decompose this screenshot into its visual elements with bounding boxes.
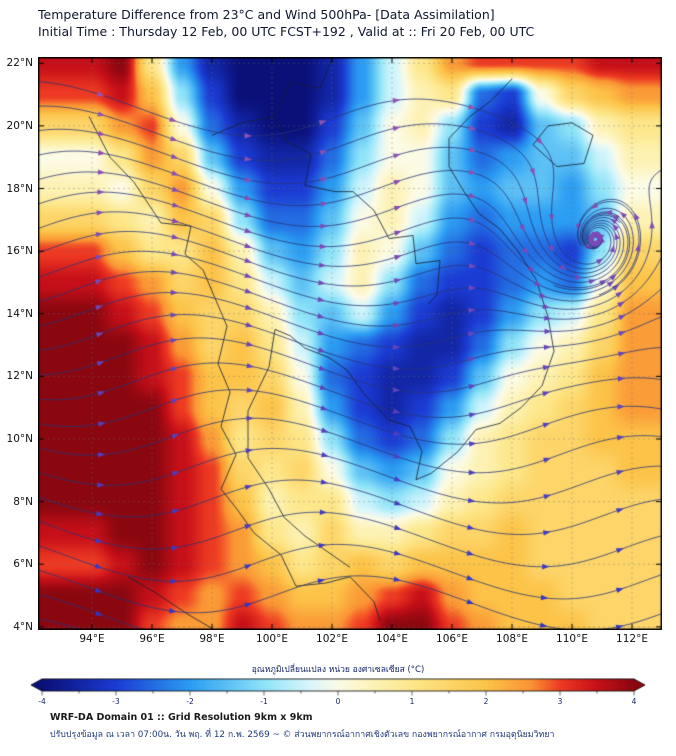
x-tick-label: 94°E bbox=[79, 633, 105, 645]
chart-footer: WRF-DA Domain 01 :: Grid Resolution 9km … bbox=[50, 712, 554, 741]
colorbar-tick-label: -2 bbox=[186, 697, 194, 706]
y-tick-label: 12°N bbox=[6, 370, 33, 383]
footer-update-info: ปรับปรุงข้อมูล ณ เวลา 07:00น. วัน พฤ. ที… bbox=[50, 730, 555, 740]
map-plot bbox=[38, 57, 662, 630]
y-tick-label: 20°N bbox=[6, 119, 33, 132]
colorbar-tick-label: 3 bbox=[557, 697, 563, 706]
y-tick-label: 4°N bbox=[13, 620, 33, 633]
y-tick-label: 16°N bbox=[6, 245, 33, 258]
y-tick-label: 8°N bbox=[13, 495, 33, 508]
x-tick-label: 100°E bbox=[256, 633, 288, 645]
colorbar-tick-label: 0 bbox=[335, 697, 341, 706]
x-tick-label: 106°E bbox=[436, 633, 468, 645]
x-tick-label: 98°E bbox=[199, 633, 225, 645]
colorbar-tick-label: -1 bbox=[260, 697, 268, 706]
chart-header: Temperature Difference from 23°C and Win… bbox=[38, 6, 534, 40]
x-tick-label: 108°E bbox=[496, 633, 528, 645]
colorbar-tick-labels: -4 -3 -2 -1 0 1 2 3 4 bbox=[30, 697, 646, 708]
y-tick-label: 22°N bbox=[6, 57, 33, 70]
colorbar-tick-label: -3 bbox=[112, 697, 120, 706]
y-tick-label: 10°N bbox=[6, 433, 33, 445]
y-tick-label: 14°N bbox=[6, 307, 33, 320]
x-tick-label: 102°E bbox=[316, 633, 348, 645]
x-tick-label: 110°E bbox=[556, 633, 588, 645]
chart-title: Temperature Difference from 23°C and Win… bbox=[38, 7, 495, 22]
chart-subtitle: Initial Time : Thursday 12 Feb, 00 UTC F… bbox=[38, 24, 535, 39]
colorbar-tick-label: 4 bbox=[631, 697, 637, 706]
x-tick-label: 112°E bbox=[616, 633, 648, 645]
y-tick-label: 18°N bbox=[6, 182, 33, 195]
colorbar-block: อุณหภูมิเปลี่ยนแปลง หน่วย องศาเซลเซียส (… bbox=[30, 662, 646, 708]
colorbar-tick-label: -4 bbox=[38, 697, 46, 706]
x-axis-labels: 94°E 96°E 98°E 100°E 102°E 104°E 106°E 108°E 110… bbox=[38, 633, 662, 647]
x-tick-label: 96°E bbox=[139, 633, 165, 645]
colorbar-label: อุณหภูมิเปลี่ยนแปลง หน่วย องศาเซลเซียส (… bbox=[251, 665, 425, 675]
footer-domain-info: WRF-DA Domain 01 :: Grid Resolution 9km … bbox=[50, 712, 313, 723]
colorbar-canvas bbox=[30, 678, 646, 697]
map-canvas bbox=[38, 57, 662, 630]
colorbar-tick-label: 2 bbox=[483, 697, 489, 706]
y-tick-label: 6°N bbox=[13, 558, 33, 571]
x-tick-label: 104°E bbox=[376, 633, 408, 645]
colorbar-tick-label: 1 bbox=[409, 697, 415, 706]
y-axis-labels: 4°N 6°N 8°N 10°N 12°N 14°N 16°N 18°N 20°N 22°N bbox=[0, 57, 36, 633]
